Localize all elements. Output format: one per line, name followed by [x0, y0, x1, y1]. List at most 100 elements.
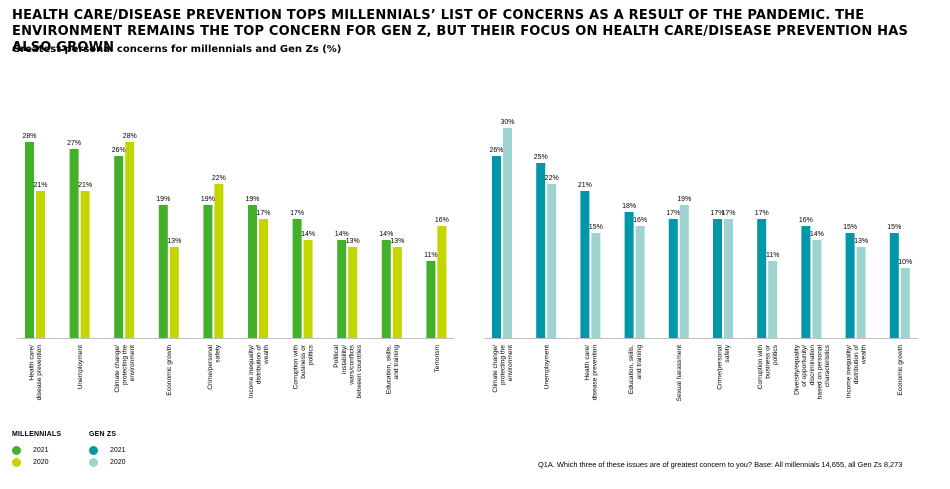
bar [114, 156, 124, 338]
tick-label-line: politics [308, 344, 315, 365]
tick-label: Politicalinstability/wars/conflictsbetwe… [333, 344, 363, 398]
bar [381, 240, 391, 338]
data-label: 21% [78, 182, 92, 189]
tick-label: Sexual harassment [676, 345, 683, 402]
tick-label: Economic growth [897, 345, 904, 396]
tick-label-line: protecting the [499, 345, 506, 385]
bar [591, 233, 601, 338]
tick-label-text: Unemployment [77, 345, 84, 390]
tick-label-text: Unemployment [544, 345, 551, 390]
tick-label-line: Corruption with [757, 345, 764, 390]
data-label: 10% [898, 259, 912, 266]
chart-title: HEALTH CARE/DISEASE PREVENTION TOPS MILL… [12, 8, 909, 55]
legend-swatch [89, 457, 98, 467]
bar [845, 233, 855, 338]
legend-label: 2020 [110, 458, 126, 466]
tick-label-line: disease prevention [592, 345, 599, 401]
tick-label-line: wealth [263, 345, 270, 365]
bar [713, 219, 722, 338]
tick-label-line: Education, skills, [628, 345, 635, 394]
chart-subtitle: Greatest personal concerns for millennia… [12, 44, 342, 55]
tick-label: Unemployment [77, 345, 84, 390]
tick-label-line: Climate change/ [492, 345, 499, 393]
tick-label-line: characteristics [824, 344, 831, 387]
data-label: 13% [167, 238, 181, 245]
data-label: 26% [489, 147, 503, 154]
tick-label-line: disease prevention [36, 345, 43, 401]
data-label: 22% [212, 175, 226, 182]
data-label: 21% [578, 182, 592, 189]
tick-label: Unemployment [544, 345, 551, 390]
data-label: 17% [721, 210, 735, 217]
tick-label-text: Health care/disease prevention [584, 345, 599, 401]
tick-label-line: environment [507, 345, 514, 381]
tick-label-line: Unemployment [544, 345, 551, 390]
tick-label: Corruption withbusiness orpolitics [292, 344, 314, 389]
data-label: 13% [390, 238, 404, 245]
data-label: 28% [22, 133, 36, 140]
data-label: 14% [810, 231, 824, 238]
bar [214, 184, 224, 338]
bar [856, 247, 866, 338]
tick-label-line: environment [129, 345, 136, 381]
tick-label-text: Politicalinstability/wars/conflictsbetwe… [333, 344, 363, 398]
bar [203, 205, 213, 338]
tick-label-text: Economic growth [166, 345, 173, 396]
tick-label-line: politics [772, 344, 779, 365]
legend-label: 2021 [33, 446, 49, 454]
tick-label: Climate change/protecting theenvironment [492, 345, 514, 393]
data-label: 17% [755, 210, 769, 217]
tick-label-text: Health care/disease prevention [29, 345, 44, 401]
tick-label-text: Crime/personalsafety [207, 344, 222, 389]
legend-item: 2020 [12, 456, 61, 468]
data-label: 16% [799, 217, 813, 224]
bar [169, 247, 179, 338]
data-label: 11% [766, 252, 780, 259]
legend-item: 2020 [89, 456, 126, 468]
tick-label-line: safety [724, 344, 731, 362]
data-label: 28% [123, 133, 137, 140]
tick-label-line: Education, skills, [385, 345, 392, 394]
data-label: 14% [301, 231, 315, 238]
data-label: 30% [500, 119, 514, 126]
bar [801, 226, 811, 338]
tick-label-line: Terrorism [434, 345, 441, 373]
bar [668, 219, 678, 338]
data-label: 17% [256, 210, 270, 217]
tick-label-line: between countries [356, 344, 363, 398]
bar [248, 205, 257, 338]
tick-label-text: Income inequality/distribution ofwealth [845, 345, 867, 398]
tick-label-line: Income inequality/ [845, 345, 852, 398]
tick-label-text: Diversity/equalityof opportunity/discrim… [794, 344, 831, 399]
footnote: Q1A. Which three of these issues are of … [538, 460, 903, 469]
tick-label: Education, skills,and training [628, 345, 643, 394]
tick-label-line: protecting the [122, 345, 129, 385]
tick-label-text: Climate change/protecting theenvironment [492, 345, 514, 393]
legend-title: GEN ZS [89, 431, 117, 438]
tick-label-line: Crime/personal [717, 344, 724, 389]
tick-label-text: Corruption withbusiness orpolitics [757, 344, 779, 389]
data-label: 13% [854, 238, 868, 245]
tick-label-line: distribution of [853, 345, 860, 384]
bar [889, 233, 899, 338]
data-label: 17% [290, 210, 304, 217]
data-label: 21% [33, 182, 47, 189]
bar [25, 142, 34, 338]
data-label: 14% [379, 231, 393, 238]
tick-label-text: Economic growth [897, 345, 904, 396]
bar [437, 226, 447, 338]
bar [426, 261, 436, 338]
tick-label-line: based on personal [816, 344, 823, 399]
bar [492, 156, 501, 338]
tick-label-text: Education, skills,and training [628, 345, 643, 394]
bar [624, 212, 634, 338]
bar [158, 205, 168, 338]
tick-label-text: Sexual harassment [676, 345, 683, 402]
data-label: 19% [201, 196, 215, 203]
legend-title: MILLENNIALS [12, 431, 62, 438]
tick-label-text: Income inequality/distribution ofwealth [248, 345, 270, 398]
tick-label-line: discrimination [809, 345, 816, 386]
tick-label-line: Political [333, 344, 340, 367]
bar [724, 219, 733, 338]
tick-label-line: Health care/ [584, 345, 591, 381]
